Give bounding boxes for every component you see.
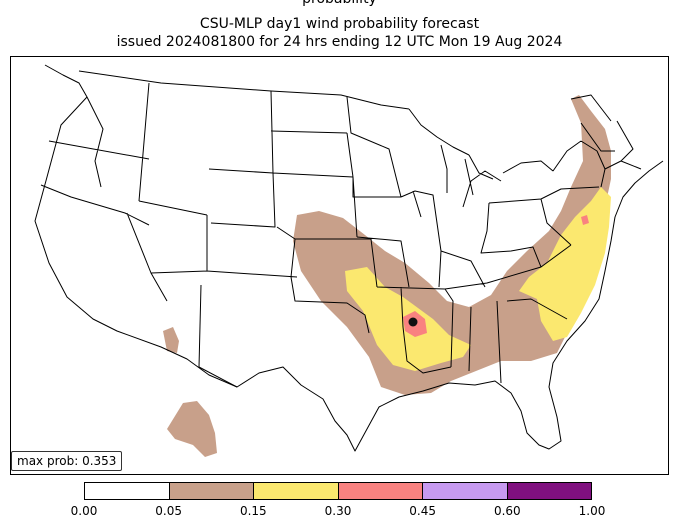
colorbar-tick-3: 0.30: [324, 504, 352, 518]
title-line-0: probability: [0, 0, 679, 7]
colorbar-tick-2: 0.15: [239, 504, 267, 518]
prob-area-tan-sw2: [167, 401, 217, 457]
colorbar-tick-4: 0.45: [409, 504, 437, 518]
title-line-1: CSU-MLP day1 wind probability forecast: [199, 16, 480, 32]
map-svg: [34, 64, 664, 457]
max-prob-label: max prob: 0.353: [11, 451, 123, 471]
colorbar: [84, 482, 592, 500]
prob-area-red-md: [581, 215, 589, 225]
state-lines: [40, 82, 642, 388]
colorbar-segment-5: [507, 483, 591, 499]
colorbar-tick-1: 0.05: [155, 504, 183, 518]
colorbar-segment-2: [254, 483, 339, 499]
northern-border: [78, 70, 410, 110]
colorbar-segment-3: [338, 483, 423, 499]
coastline-outline: [34, 64, 664, 452]
prob-area-tan-sw1: [163, 327, 179, 353]
colorbar-tick-5: 0.60: [493, 504, 521, 518]
colorbar-tick-6: 1.00: [578, 504, 606, 518]
probability-areas: [163, 95, 611, 457]
colorbar-segment-0: [85, 483, 170, 499]
colorbar-tick-0: 0.00: [70, 504, 98, 518]
state-borders: [34, 64, 664, 452]
prob-area-yellow-east: [519, 187, 611, 341]
colorbar-segment-1: [169, 483, 254, 499]
title-line-2: issued 2024081800 for 24 hrs ending 12 U…: [116, 34, 563, 50]
max-prob-marker: [408, 317, 418, 327]
forecast-map: [10, 56, 669, 475]
colorbar-segment-4: [423, 483, 508, 499]
